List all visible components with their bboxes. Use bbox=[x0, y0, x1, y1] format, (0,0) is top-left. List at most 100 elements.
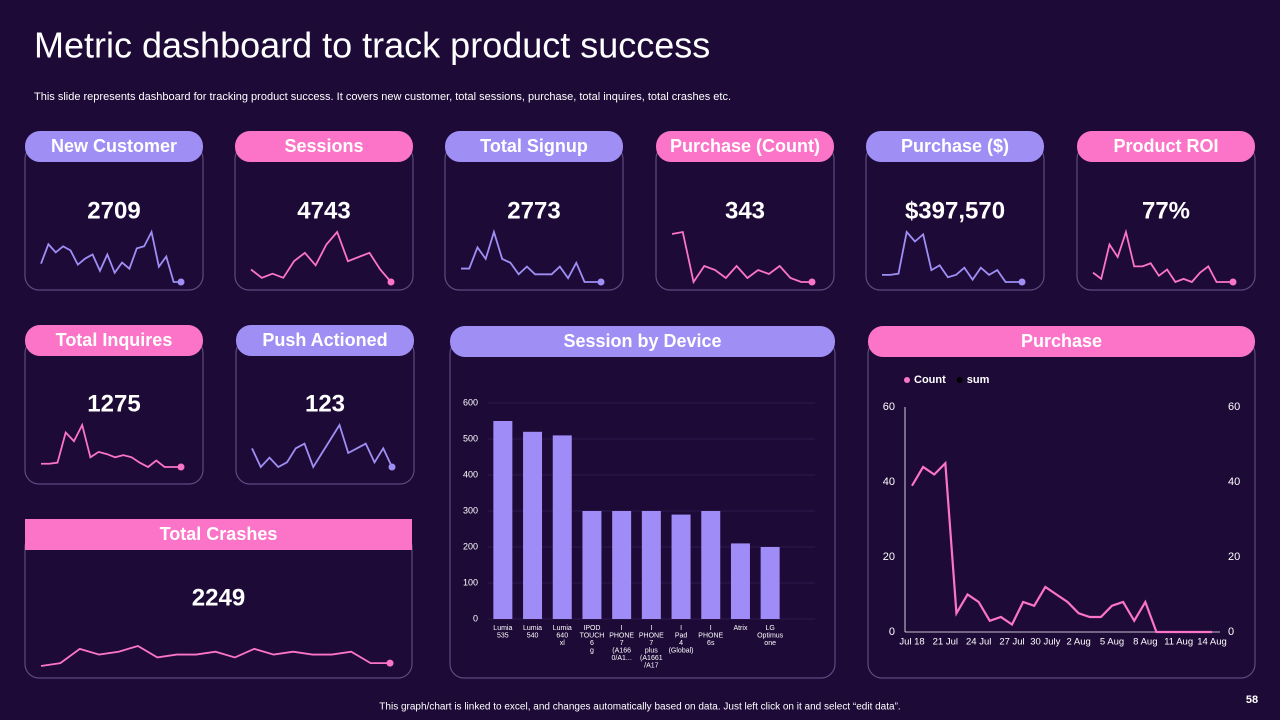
y-tick-label: 20 bbox=[883, 551, 895, 563]
bar bbox=[493, 421, 513, 619]
y-tick-label: 200 bbox=[463, 541, 478, 551]
sparkline bbox=[882, 230, 1022, 283]
sparkline bbox=[1092, 228, 1233, 284]
y2-tick-label: 40 bbox=[1228, 476, 1240, 488]
kpi-label: Purchase (Count) bbox=[670, 136, 820, 156]
x-tick-label: LG Optimus one bbox=[757, 625, 784, 647]
x-tick-label: 24 Jul bbox=[966, 637, 991, 648]
kpi-value: 1275 bbox=[87, 390, 140, 417]
legend-marker bbox=[904, 377, 910, 383]
x-tick-label: Lumia 540 bbox=[523, 625, 542, 640]
x-tick-label: I Pad 4 (Global) bbox=[669, 625, 694, 655]
bar bbox=[730, 543, 750, 619]
kpi-header bbox=[25, 325, 203, 356]
sparkline bbox=[40, 645, 390, 667]
bar bbox=[760, 547, 780, 619]
kpi-label: Purchase ($) bbox=[901, 136, 1009, 156]
y2-tick-label: 0 bbox=[1228, 626, 1234, 638]
kpi-label: Total Signup bbox=[480, 136, 588, 156]
kpi-label: Product ROI bbox=[1113, 136, 1218, 156]
kpi-header bbox=[236, 325, 414, 356]
sparkline-end bbox=[387, 278, 395, 286]
y-tick-label: 500 bbox=[463, 433, 478, 443]
kpi-value: 2709 bbox=[87, 197, 140, 224]
sparkline-end bbox=[177, 278, 185, 286]
legend-label: Count bbox=[914, 374, 946, 386]
y-tick-label: 0 bbox=[889, 626, 895, 638]
y2-tick-label: 60 bbox=[1228, 401, 1240, 413]
kpi-label: Sessions bbox=[284, 136, 363, 156]
x-tick-label: 8 Aug bbox=[1133, 637, 1157, 648]
kpi-value: 2249 bbox=[192, 584, 245, 611]
x-tick-label: IPOD TOUCH 6 g bbox=[580, 625, 605, 655]
y-tick-label: 0 bbox=[473, 613, 478, 623]
sparkline-end bbox=[386, 659, 394, 667]
kpi-label: Push Actioned bbox=[262, 330, 387, 350]
kpi-label: New Customer bbox=[51, 136, 177, 156]
kpi-value: $397,570 bbox=[905, 197, 1005, 224]
bar bbox=[582, 511, 602, 619]
sparkline bbox=[250, 230, 392, 283]
sparkline-end bbox=[1229, 278, 1237, 286]
x-tick-label: 11 Aug bbox=[1164, 637, 1193, 648]
kpi-value: 123 bbox=[305, 390, 345, 417]
y-tick-label: 60 bbox=[883, 401, 895, 413]
sparkline-end bbox=[177, 463, 185, 471]
sparkline bbox=[251, 422, 393, 470]
bar bbox=[701, 511, 721, 619]
kpi-value: 2773 bbox=[507, 197, 560, 224]
x-tick-label: I PHONE 7 plus (A1661/A17 bbox=[639, 625, 664, 670]
footer: This graph/chart is linked to excel, and… bbox=[379, 702, 900, 713]
legend-marker bbox=[956, 377, 963, 383]
bar bbox=[641, 511, 661, 619]
sparkline-end bbox=[1018, 278, 1026, 286]
kpi-header bbox=[25, 131, 203, 162]
bar bbox=[552, 435, 572, 619]
kpi-value: 77% bbox=[1142, 197, 1190, 224]
x-tick-label: Lumia 640 xl bbox=[553, 625, 572, 647]
kpi-header bbox=[656, 131, 834, 162]
x-tick-label: Jul 18 bbox=[899, 637, 924, 648]
y2-tick-label: 20 bbox=[1228, 551, 1240, 563]
x-tick-label: Atrix bbox=[733, 625, 748, 632]
x-tick-label: 21 Jul bbox=[933, 637, 958, 648]
page-title: Metric dashboard to track product succes… bbox=[34, 25, 710, 66]
line-series bbox=[911, 460, 1212, 634]
kpi-label: Total Crashes bbox=[160, 524, 278, 544]
chart-header bbox=[868, 326, 1255, 357]
sparkline-end bbox=[808, 278, 816, 286]
sparkline bbox=[461, 228, 601, 283]
sparkline bbox=[671, 230, 812, 285]
sparkline-end bbox=[388, 463, 396, 471]
y-tick-label: 400 bbox=[463, 469, 478, 479]
kpi-label: Total Inquires bbox=[56, 330, 173, 350]
kpi-header bbox=[235, 131, 413, 162]
kpi-header bbox=[25, 519, 412, 550]
y-tick-label: 300 bbox=[463, 505, 478, 515]
legend-label: sum bbox=[967, 374, 990, 386]
y-tick-label: 100 bbox=[463, 577, 478, 587]
x-tick-label: 27 Jul bbox=[999, 637, 1024, 648]
x-tick-label: 5 Aug bbox=[1100, 637, 1124, 648]
x-tick-label: I PHONE 7 (A166 0/A1... bbox=[609, 625, 634, 662]
chart-title: Session by Device bbox=[563, 331, 721, 351]
kpi-header bbox=[445, 131, 623, 162]
sparkline bbox=[41, 422, 181, 469]
x-tick-label: I PHONE 6s bbox=[698, 625, 723, 647]
bar bbox=[523, 431, 543, 619]
bar bbox=[612, 511, 632, 619]
kpi-value: 4743 bbox=[297, 197, 350, 224]
kpi-header bbox=[866, 131, 1044, 162]
x-tick-label: 30 July bbox=[1030, 637, 1060, 648]
sparkline-end bbox=[597, 278, 605, 286]
y-tick-label: 40 bbox=[883, 476, 895, 488]
bar bbox=[671, 514, 691, 619]
chart-title: Purchase bbox=[1021, 331, 1102, 351]
subtitle: This slide represents dashboard for trac… bbox=[34, 91, 731, 103]
kpi-value: 343 bbox=[725, 197, 765, 224]
chart-header bbox=[450, 326, 835, 357]
page-number: 58 bbox=[1246, 694, 1258, 706]
x-tick-label: 14 Aug bbox=[1197, 637, 1227, 648]
